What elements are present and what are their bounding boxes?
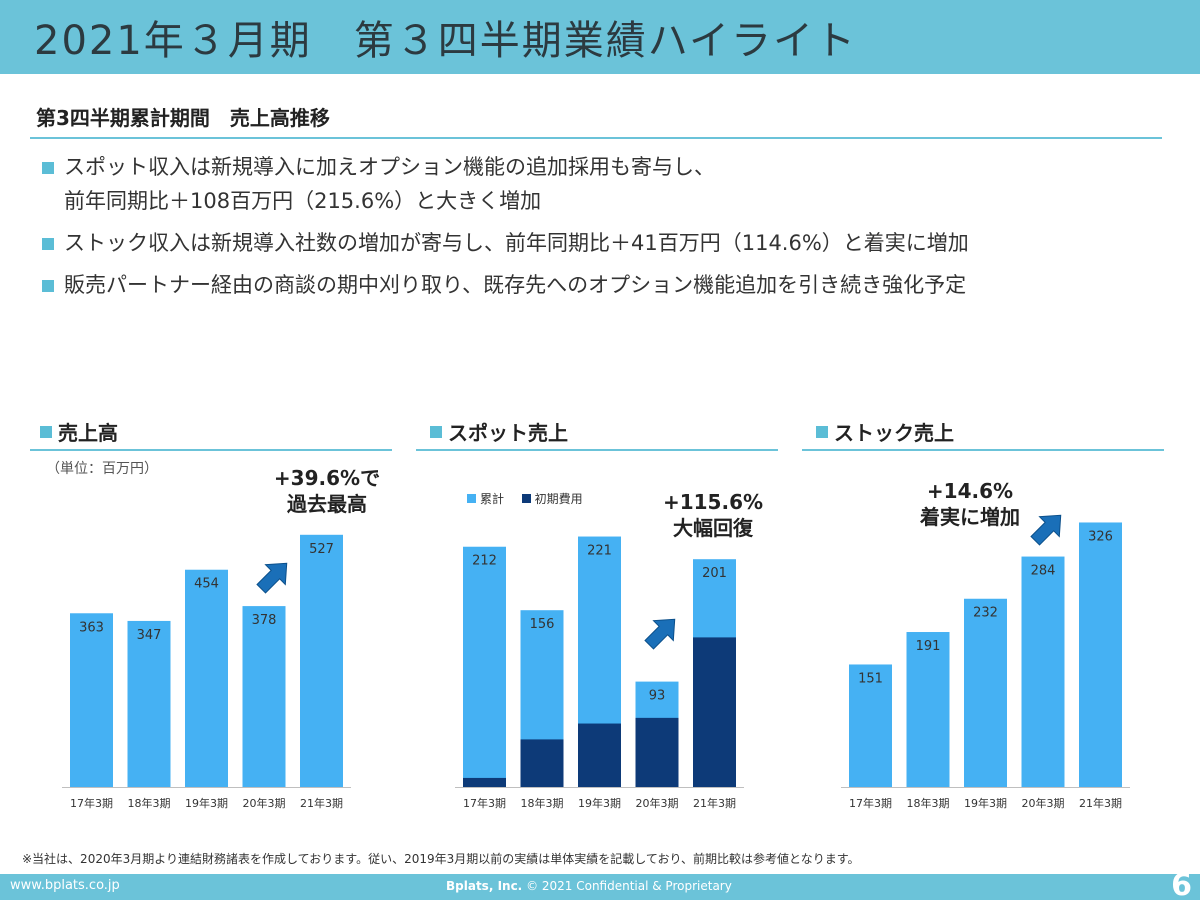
data-label: 347 bbox=[137, 628, 162, 643]
x-tick-label: 21年3期 bbox=[1079, 796, 1122, 810]
bar bbox=[1079, 522, 1122, 787]
legend-initial-label: 初期費用 bbox=[534, 492, 583, 506]
x-tick-label: 21年3期 bbox=[693, 796, 736, 810]
growth-arrow-icon bbox=[644, 618, 676, 650]
bullet-item: スポット収入は新規導入に加えオプション機能の追加採用も寄与し、 前年同期比＋10… bbox=[40, 150, 1170, 218]
spot-title-divider bbox=[416, 449, 778, 451]
x-tick-label: 19年3期 bbox=[185, 796, 228, 810]
footer-bar: www.bplats.co.jp Bplats, Inc. © 2021 Con… bbox=[0, 868, 1200, 903]
data-label: 326 bbox=[1088, 529, 1113, 544]
sales-callout: +39.6%で 過去最高 bbox=[273, 466, 381, 516]
bullet-text: ストック収入は新規導入社数の増加が寄与し、前年同期比＋41百万円（114.6%）… bbox=[64, 231, 969, 255]
footer-url[interactable]: www.bplats.co.jp bbox=[10, 878, 120, 893]
bar bbox=[849, 664, 892, 787]
stock-chart-title: ストック売上 bbox=[816, 417, 954, 446]
data-label: 156 bbox=[530, 617, 555, 632]
legend-cumulative-label: 累計 bbox=[480, 492, 505, 506]
bullet-square-icon bbox=[42, 162, 54, 174]
bullet-list: スポット収入は新規導入に加えオプション機能の追加採用も寄与し、 前年同期比＋10… bbox=[40, 150, 1170, 310]
x-tick-label: 17年3期 bbox=[70, 796, 113, 810]
data-label: 221 bbox=[587, 544, 612, 559]
title-square-icon bbox=[816, 426, 828, 438]
bar bbox=[127, 620, 171, 787]
data-label: 284 bbox=[1031, 564, 1056, 579]
data-label: 454 bbox=[194, 577, 219, 592]
section-title: 第3四半期累計期間 売上高推移 bbox=[36, 106, 330, 130]
spot-legend: 累計 初期費用 bbox=[467, 490, 583, 507]
stock-title-divider bbox=[802, 449, 1164, 451]
sales-chart-title: 売上高 bbox=[40, 417, 118, 446]
bar bbox=[300, 534, 343, 787]
bar-initial-cost bbox=[635, 717, 679, 787]
title-square-icon bbox=[40, 426, 52, 438]
bar bbox=[463, 546, 506, 787]
bar bbox=[242, 606, 286, 787]
bar bbox=[185, 569, 228, 787]
bullet-item: ストック収入は新規導入社数の増加が寄与し、前年同期比＋41百万円（114.6%）… bbox=[40, 226, 1170, 260]
bar bbox=[70, 613, 113, 787]
spot-chart-title: スポット売上 bbox=[430, 417, 568, 446]
footnote: ※当社は、2020年3月期より連結財務諸表を作成しております。従い、2019年3… bbox=[22, 852, 860, 866]
x-tick-label: 17年3期 bbox=[849, 796, 892, 810]
bar-initial-cost bbox=[463, 777, 506, 787]
header-bar: 2021年３月期 第３四半期業績ハイライト bbox=[0, 0, 1200, 74]
x-tick-label: 18年3期 bbox=[521, 796, 564, 810]
data-label: 232 bbox=[973, 606, 998, 621]
data-label: 363 bbox=[79, 620, 104, 635]
bullet-text: 前年同期比＋108百万円（215.6%）と大きく増加 bbox=[64, 189, 542, 213]
bar-initial-cost bbox=[520, 739, 564, 787]
x-tick-label: 21年3期 bbox=[300, 796, 343, 810]
data-label: 151 bbox=[858, 671, 883, 686]
x-tick-label: 20年3期 bbox=[1022, 796, 1065, 810]
data-label: 201 bbox=[702, 566, 727, 581]
bar bbox=[906, 632, 950, 787]
unit-label: （単位：百万円） bbox=[46, 461, 158, 477]
x-tick-label: 20年3期 bbox=[636, 796, 679, 810]
data-label: 527 bbox=[309, 542, 334, 557]
bar bbox=[964, 598, 1007, 787]
title-square-icon bbox=[430, 426, 442, 438]
bullet-item: 販売パートナー経由の商談の期中刈り取り、既存先へのオプション機能追加を引き続き強… bbox=[40, 268, 1170, 302]
data-label: 191 bbox=[916, 639, 941, 654]
bar-initial-cost bbox=[578, 723, 621, 787]
x-tick-label: 19年3期 bbox=[964, 796, 1007, 810]
x-tick-label: 18年3期 bbox=[907, 796, 950, 810]
data-label: 212 bbox=[472, 554, 497, 569]
x-tick-label: 18年3期 bbox=[128, 796, 171, 810]
bullet-text: スポット収入は新規導入に加えオプション機能の追加採用も寄与し、 bbox=[64, 155, 715, 179]
legend-initial-swatch bbox=[521, 494, 531, 503]
bullet-square-icon bbox=[42, 238, 54, 250]
page-title: 2021年３月期 第３四半期業績ハイライト bbox=[34, 18, 857, 64]
section-divider bbox=[30, 137, 1162, 139]
x-tick-label: 17年3期 bbox=[463, 796, 506, 810]
stock-callout: +14.6% 着実に増加 bbox=[920, 479, 1020, 529]
bar-initial-cost bbox=[693, 637, 736, 787]
page-number: 6 bbox=[1171, 868, 1192, 903]
sales-title-divider bbox=[30, 449, 392, 451]
data-label: 93 bbox=[649, 689, 666, 704]
x-tick-label: 20年3期 bbox=[243, 796, 286, 810]
data-label: 378 bbox=[252, 613, 277, 628]
legend-cumulative-swatch bbox=[467, 494, 476, 503]
x-tick-label: 19年3期 bbox=[578, 796, 621, 810]
spot-callout: +115.6% 大幅回復 bbox=[662, 490, 764, 540]
footer-copyright: Bplats, Inc. © 2021 Confidential & Propr… bbox=[446, 879, 732, 893]
bar bbox=[1021, 556, 1065, 787]
bullet-square-icon bbox=[42, 280, 54, 292]
growth-arrow-icon bbox=[1030, 514, 1062, 546]
bullet-text: 販売パートナー経由の商談の期中刈り取り、既存先へのオプション機能追加を引き続き強… bbox=[64, 273, 967, 297]
growth-arrow-icon bbox=[256, 562, 288, 594]
